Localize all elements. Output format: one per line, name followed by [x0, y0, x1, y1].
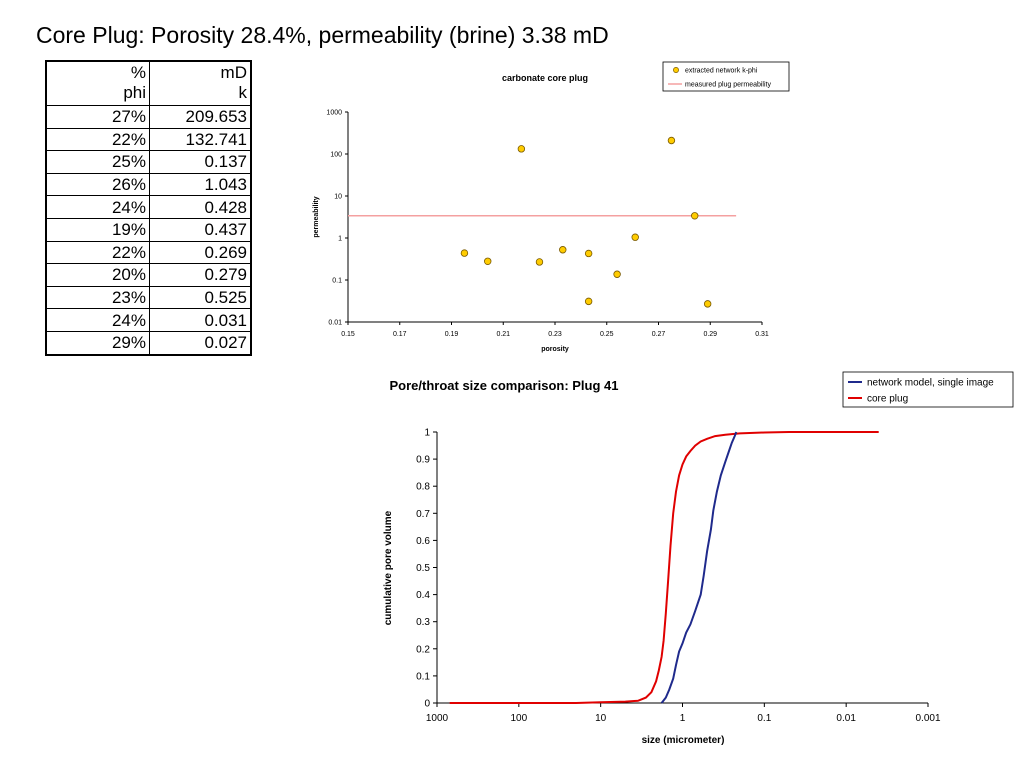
- cell-k: 0.437: [149, 217, 252, 242]
- chart2-y-tick-label: 0.9: [416, 455, 430, 466]
- header-k-name: k: [238, 83, 248, 102]
- chart1-y-tick-label: 0.1: [332, 278, 342, 285]
- header-phi-name: phi: [123, 83, 146, 102]
- table-row: 27% 209.653: [45, 105, 252, 129]
- cell-k: 1.043: [149, 172, 252, 197]
- chart1-y-tick-label: 1000: [326, 110, 342, 117]
- table-row: 26% 1.043: [45, 172, 252, 197]
- chart1-point: [631, 233, 639, 241]
- table-row: 19% 0.437: [45, 217, 252, 242]
- chart2-title: Pore/throat size comparison: Plug 41: [390, 378, 619, 393]
- chart1-point: [517, 145, 526, 153]
- chart2-x-tick-label: 0.1: [757, 713, 771, 724]
- k-phi-table: % phi mD k 27% 209.653 22% 132.741 25% 0.137 2…: [45, 60, 252, 356]
- chart1-x-tick-label: 0.21: [496, 331, 510, 338]
- chart2-x-tick-label: 10: [595, 713, 607, 724]
- chart1-point: [484, 257, 492, 265]
- chart2-series-network-model: [660, 431, 738, 704]
- chart2-y-tick-label: 0.1: [416, 671, 430, 682]
- header-k: mD k: [149, 60, 252, 106]
- chart2-x-tick-label: 0.01: [836, 713, 856, 724]
- chart1-y-tick-label: 1: [338, 236, 342, 243]
- chart2-x-axis-label: size (micrometer): [642, 735, 725, 746]
- chart1-point: [691, 212, 699, 220]
- chart1-x-tick-label: 0.29: [703, 331, 717, 338]
- chart2-series-core-plug: [449, 431, 879, 704]
- table-row: 22% 132.741: [45, 127, 252, 152]
- table-row: 23% 0.525: [45, 285, 252, 310]
- chart1-legend-label-line: measured plug permeability: [685, 82, 771, 89]
- cell-k: 0.269: [149, 240, 252, 265]
- chart1-point: [584, 249, 593, 258]
- chart2-y-tick-label: 0.8: [416, 482, 430, 493]
- chart1-point: [535, 258, 544, 266]
- chart1-x-tick-label: 0.31: [755, 331, 769, 338]
- cell-phi: 20%: [45, 263, 150, 287]
- chart2-y-tick-label: 0: [424, 699, 430, 710]
- chart1-legend-box: [662, 61, 790, 92]
- table-row: 29% 0.027: [45, 330, 252, 356]
- chart1-title: carbonate core plug: [502, 73, 588, 83]
- chart2-y-tick-label: 0.5: [416, 563, 430, 574]
- cell-phi: 26%: [45, 172, 150, 197]
- chart1-x-tick-label: 0.19: [445, 331, 459, 338]
- header-phi: % phi: [45, 60, 150, 106]
- chart2-x-tick-label: 0.001: [915, 713, 940, 724]
- cell-k: 0.137: [149, 150, 252, 174]
- cell-phi: 23%: [45, 285, 150, 310]
- chart2-x-tick-label: 1000: [426, 713, 449, 724]
- chart2-y-tick-label: 0.6: [416, 536, 430, 547]
- chart1-legend-label-points: extracted network k-phi: [685, 68, 758, 75]
- chart1-y-tick-label: 10: [334, 194, 342, 201]
- chart2-y-tick-label: 0.2: [416, 644, 430, 655]
- table-body: 27% 209.653 22% 132.741 25% 0.137 26% 1.043 24% 0…: [45, 105, 252, 356]
- table-header-row: % phi mD k: [45, 60, 252, 106]
- chart1-y-tick-label: 0.01: [328, 320, 342, 327]
- chart1-point: [460, 249, 469, 257]
- chart1-point: [613, 270, 621, 278]
- kphi-scatter-chart: carbonate core plug 0.15 0.17 0.19 0.21 0.23 0…: [313, 61, 790, 353]
- chart1-x-tick-label: 0.23: [548, 331, 562, 338]
- chart2-legend-label-network: network model, single image: [867, 378, 994, 389]
- chart1-y-axis-label: permeability: [313, 196, 320, 237]
- chart1-legend-marker-points: [673, 67, 679, 73]
- page-title: Core Plug: Porosity 28.4%, permeability …: [36, 22, 609, 48]
- chart2-y-tick-label: 0.3: [416, 617, 430, 628]
- chart1-point: [559, 246, 567, 254]
- cell-k: 0.279: [149, 263, 252, 287]
- chart2-y-tick-label: 1: [424, 428, 430, 439]
- chart1-x-tick-label: 0.27: [652, 331, 666, 338]
- cell-phi: 19%: [45, 217, 150, 242]
- chart1-point: [667, 136, 676, 145]
- header-k-unit: mD: [220, 63, 247, 82]
- cell-phi: 24%: [45, 195, 150, 219]
- chart2-y-axis-label: cumulative pore volume: [383, 510, 394, 625]
- chart1-x-axis-label: porosity: [541, 346, 569, 353]
- chart1-point: [703, 300, 712, 308]
- cell-k: 209.653: [149, 105, 252, 129]
- cell-k: 132.741: [149, 127, 252, 152]
- cell-k: 0.031: [149, 308, 252, 332]
- cell-phi: 29%: [45, 330, 150, 356]
- chart2-y-tick-label: 0.7: [416, 509, 430, 520]
- chart2-legend-box: [842, 371, 1014, 408]
- table-row: 20% 0.279: [45, 263, 252, 287]
- chart2-x-tick-label: 1: [680, 713, 686, 724]
- chart2-y-tick-label: 0.4: [416, 590, 430, 601]
- cell-phi: 27%: [45, 105, 150, 129]
- chart1-point: [584, 297, 593, 306]
- chart2-legend-label-plug: core plug: [867, 394, 908, 405]
- header-phi-unit: %: [130, 63, 146, 82]
- cell-phi: 22%: [45, 240, 150, 265]
- chart1-x-tick-label: 0.25: [600, 331, 614, 338]
- cell-k: 0.525: [149, 285, 252, 310]
- chart1-x-tick-label: 0.15: [341, 331, 355, 338]
- table-row: 22% 0.269: [45, 240, 252, 265]
- chart1-y-tick-label: 100: [330, 152, 342, 159]
- cell-k: 0.027: [149, 330, 252, 356]
- chart1-x-tick-label: 0.17: [393, 331, 407, 338]
- chart2-x-tick-label: 100: [510, 713, 527, 724]
